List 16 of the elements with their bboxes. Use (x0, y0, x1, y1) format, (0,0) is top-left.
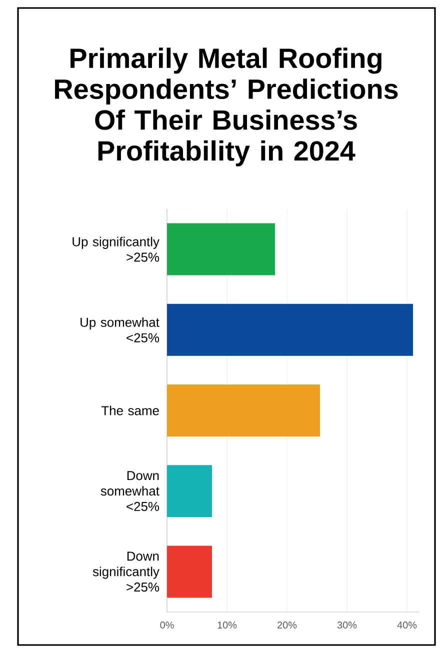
y-tick-label: Down significantly >25% (92, 552, 160, 592)
x-tick-label: 30% (337, 622, 357, 629)
bar (167, 384, 320, 436)
y-tick-label: Up somewhat <25% (80, 317, 160, 342)
y-tick-label: Up significantly >25% (72, 236, 160, 262)
chart-title: Primarily Metal Roofing Respondents’ Predictions Of Their Business’s Profitability in 2024 (55, 48, 398, 166)
x-tick-label: 0% (160, 622, 174, 629)
x-tick-label: 10% (218, 622, 237, 629)
bar (167, 223, 275, 276)
bar (167, 304, 413, 356)
y-tick-label: Down somewhat <25% (100, 471, 160, 512)
x-tick-label: 20% (278, 622, 297, 629)
bar (167, 546, 212, 598)
y-tick-label: The same (101, 406, 159, 416)
x-tick-label: 40% (397, 622, 417, 629)
bar (167, 465, 212, 518)
